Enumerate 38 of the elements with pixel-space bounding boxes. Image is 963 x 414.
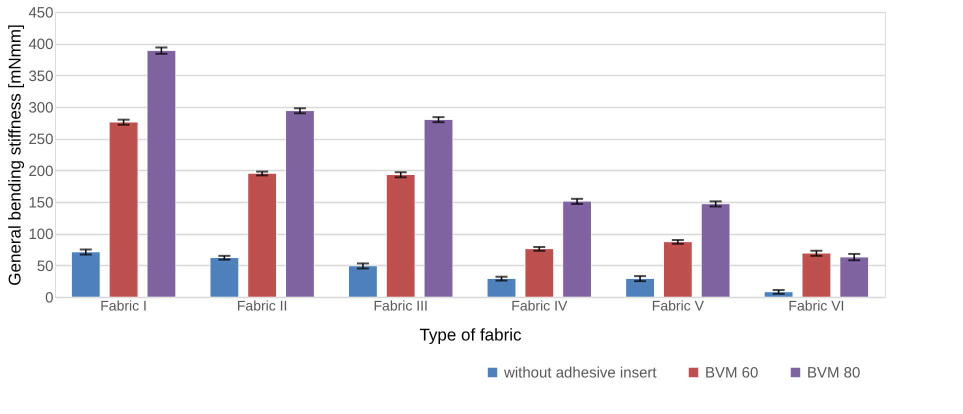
bar <box>348 266 378 298</box>
bar <box>802 253 831 298</box>
y-tick-label: 50 <box>36 258 54 275</box>
y-tick-label: 100 <box>28 226 54 244</box>
legend-label: BVM 60 <box>705 364 758 382</box>
bar <box>701 204 730 298</box>
bar <box>663 242 692 298</box>
y-tick-label: 350 <box>28 68 54 85</box>
legend-label: BVM 80 <box>807 364 860 382</box>
bar <box>487 278 516 298</box>
y-tick-label: 0 <box>45 290 54 306</box>
x-tick-label: Fabric VI <box>788 298 844 314</box>
bar <box>840 256 869 298</box>
legend-label: without adhesive insert <box>503 364 658 382</box>
bar <box>524 248 554 298</box>
bar <box>109 122 138 298</box>
bar <box>146 50 176 298</box>
x-tick-label: Fabric II <box>236 298 288 314</box>
y-axis-title: General bending stiffness [mNmm] <box>5 24 24 286</box>
bar <box>562 201 592 298</box>
y-tick-label: 400 <box>28 36 54 54</box>
x-tick-label: Fabric V <box>652 298 705 314</box>
x-tick-label: Fabric IV <box>511 298 568 314</box>
y-tick-label: 250 <box>28 131 54 148</box>
bar <box>386 174 416 298</box>
x-tick-label: Fabric I <box>100 298 147 314</box>
bar <box>210 257 239 298</box>
x-tick-label: Fabric III <box>373 298 428 314</box>
y-tick-label: 200 <box>28 162 54 180</box>
bar <box>248 173 277 298</box>
bar <box>286 110 314 298</box>
bar <box>71 252 100 298</box>
bar <box>626 278 654 298</box>
bar <box>424 119 453 298</box>
y-tick-label: 450 <box>28 4 54 22</box>
x-axis-title: Type of fabric <box>419 326 522 344</box>
y-tick-label: 150 <box>28 194 54 212</box>
y-tick-label: 300 <box>28 100 54 116</box>
